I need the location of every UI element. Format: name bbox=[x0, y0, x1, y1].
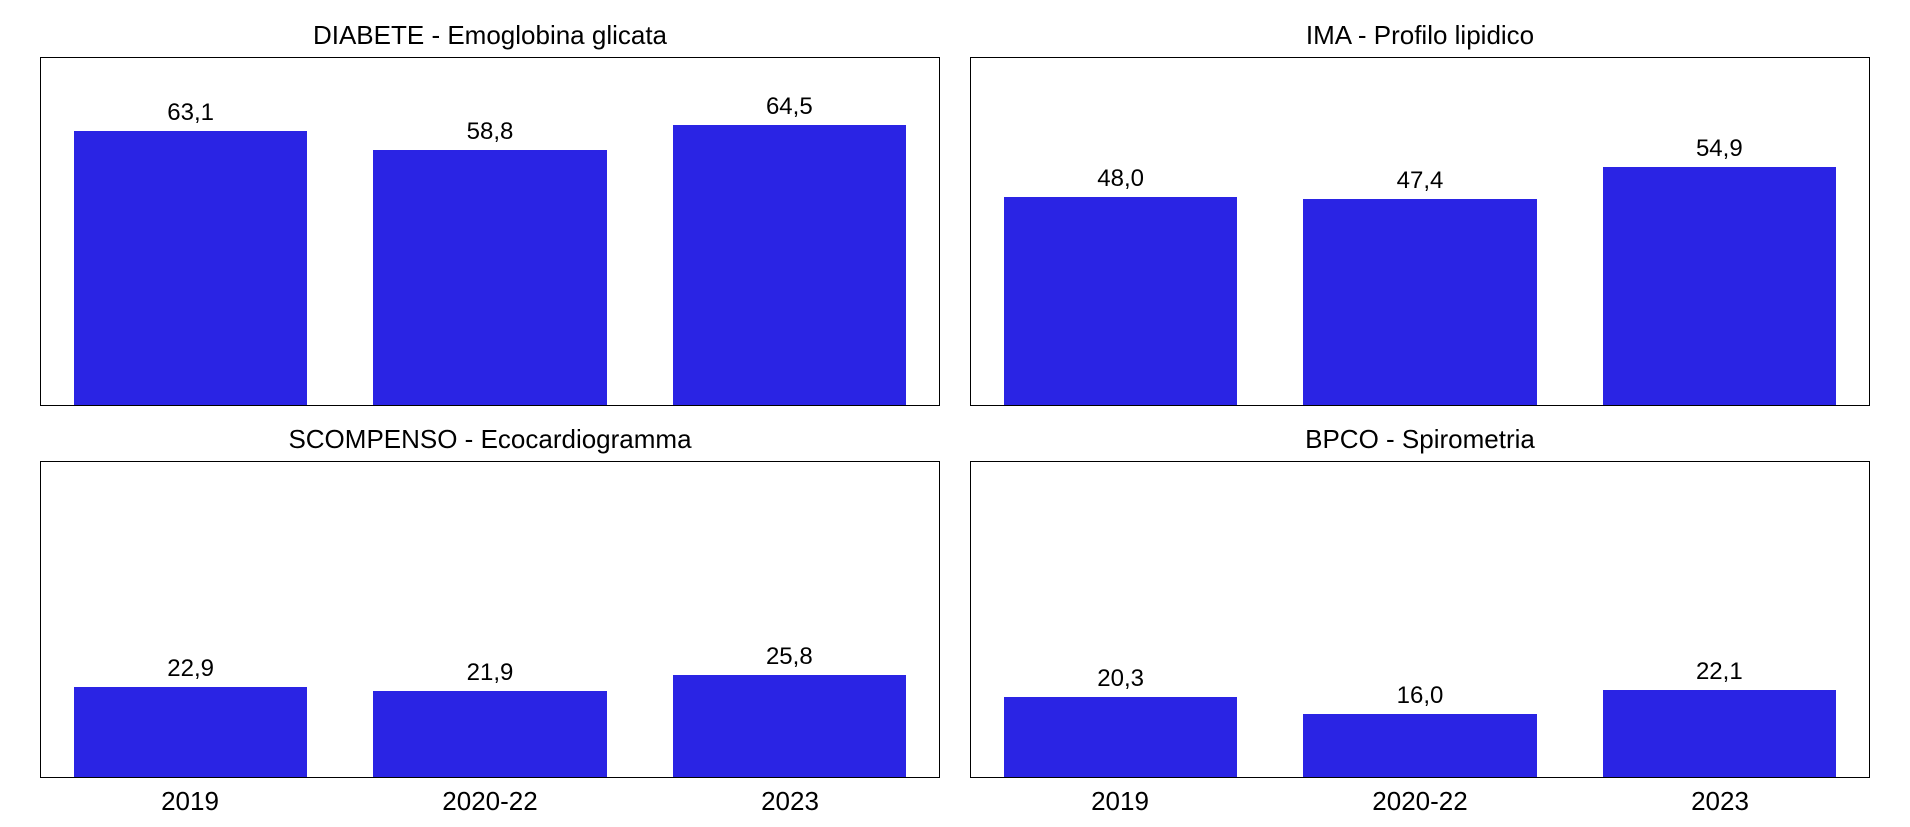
chart-grid: DIABETE - Emoglobina glicata 63,1 58,8 64,5… bbox=[40, 20, 1870, 817]
bar-slot: 22,1 bbox=[1570, 462, 1869, 778]
bar bbox=[1603, 690, 1836, 777]
bar bbox=[1004, 697, 1237, 777]
bars-row: 20,3 16,0 22,1 bbox=[971, 462, 1869, 778]
bars-row: 48,0 47,4 54,9 bbox=[971, 58, 1869, 405]
bar-value-label: 20,3 bbox=[1097, 665, 1144, 693]
bar-slot: 48,0 bbox=[971, 58, 1270, 405]
panel-title: BPCO - Spirometria bbox=[970, 424, 1870, 455]
x-tick-label: 2023 bbox=[640, 786, 940, 817]
x-tick-label: 2019 bbox=[40, 786, 340, 817]
bar-value-label: 22,9 bbox=[167, 655, 214, 683]
bar bbox=[1303, 714, 1536, 777]
plot-area: 63,1 58,8 64,5 bbox=[40, 57, 940, 406]
bars-row: 22,9 21,9 25,8 bbox=[41, 462, 939, 778]
x-tick-label: 2020-22 bbox=[340, 786, 640, 817]
x-tick-label: 2020-22 bbox=[1270, 786, 1570, 817]
x-ticks-row: 20192020-222023 bbox=[970, 786, 1870, 817]
bar-slot: 22,9 bbox=[41, 462, 340, 778]
bar-slot: 47,4 bbox=[1270, 58, 1569, 405]
bar bbox=[373, 691, 606, 777]
panel-title: IMA - Profilo lipidico bbox=[970, 20, 1870, 51]
bar-slot: 21,9 bbox=[340, 462, 639, 778]
bar-value-label: 63,1 bbox=[167, 99, 214, 127]
x-tick-label: 2019 bbox=[970, 786, 1270, 817]
bar-slot: 54,9 bbox=[1570, 58, 1869, 405]
bar bbox=[673, 675, 906, 777]
bar-value-label: 64,5 bbox=[766, 93, 813, 121]
bars-row: 63,1 58,8 64,5 bbox=[41, 58, 939, 405]
bar bbox=[1004, 197, 1237, 405]
bar-value-label: 21,9 bbox=[467, 659, 514, 687]
plot-area: 20,3 16,0 22,1 bbox=[970, 461, 1870, 779]
bar-slot: 16,0 bbox=[1270, 462, 1569, 778]
panel-bpco: BPCO - Spirometria 20,3 16,0 22,1 20192020-2… bbox=[970, 424, 1870, 818]
bar-value-label: 48,0 bbox=[1097, 165, 1144, 193]
panel-scompenso: SCOMPENSO - Ecocardiogramma22,921,925,82… bbox=[40, 424, 940, 818]
plot-area: 48,0 47,4 54,9 bbox=[970, 57, 1870, 406]
bar bbox=[673, 125, 906, 404]
bar-value-label: 22,1 bbox=[1696, 658, 1743, 686]
panel-ima: IMA - Profilo lipidico 48,0 47,4 54,9 bbox=[970, 20, 1870, 414]
panel-title: DIABETE - Emoglobina glicata bbox=[40, 20, 940, 51]
plot-area: 22,9 21,9 25,8 bbox=[40, 461, 940, 779]
bar-value-label: 58,8 bbox=[467, 118, 514, 146]
panel-title: SCOMPENSO - Ecocardiogramma bbox=[40, 424, 940, 455]
bar-value-label: 25,8 bbox=[766, 643, 813, 671]
bar-value-label: 16,0 bbox=[1397, 682, 1444, 710]
bar-slot: 58,8 bbox=[340, 58, 639, 405]
x-ticks-row: 20192020-222023 bbox=[40, 786, 940, 817]
bar bbox=[74, 131, 307, 404]
bar-slot: 25,8 bbox=[640, 462, 939, 778]
bar-value-label: 47,4 bbox=[1397, 167, 1444, 195]
panel-diabete: DIABETE - Emoglobina glicata 63,1 58,8 64,5 bbox=[40, 20, 940, 414]
x-tick-label: 2023 bbox=[1570, 786, 1870, 817]
bar-slot: 64,5 bbox=[640, 58, 939, 405]
bar bbox=[74, 687, 307, 777]
bar bbox=[373, 150, 606, 405]
bar bbox=[1603, 167, 1836, 405]
bar-slot: 20,3 bbox=[971, 462, 1270, 778]
bar bbox=[1303, 199, 1536, 404]
bar-slot: 63,1 bbox=[41, 58, 340, 405]
bar-value-label: 54,9 bbox=[1696, 135, 1743, 163]
